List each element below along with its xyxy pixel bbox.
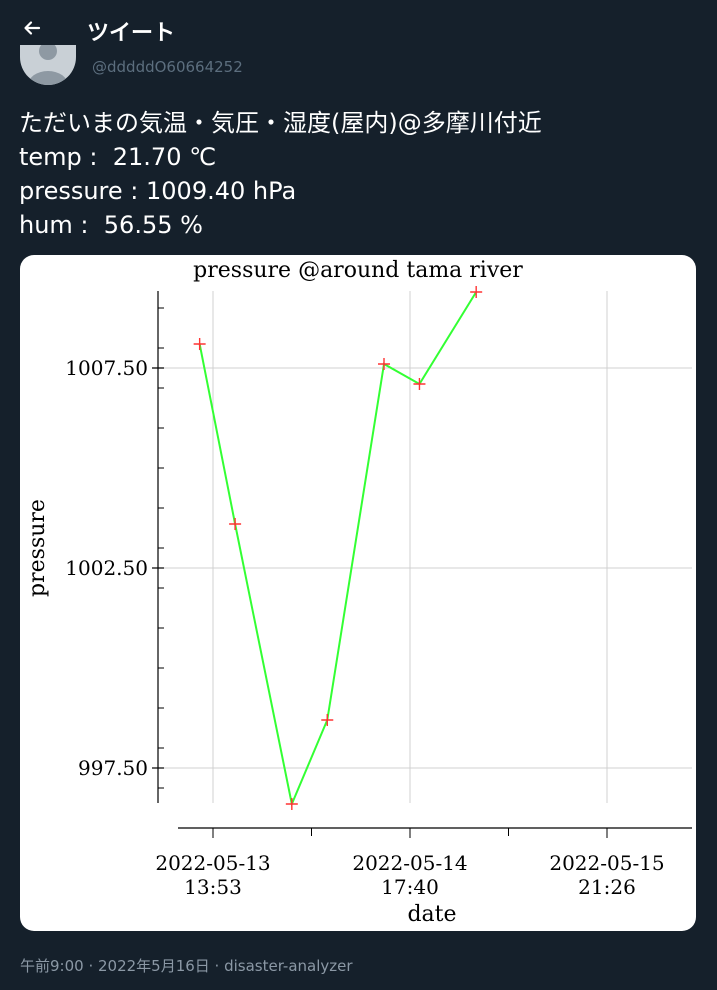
tweet-line: ただいまの気温・気圧・湿度(屋内)@多摩川付近 bbox=[19, 109, 542, 137]
tweet-line: hum : 56.55 % bbox=[19, 211, 203, 239]
tweet-line: pressure : 1009.40 hPa bbox=[19, 177, 297, 205]
avatar-image bbox=[20, 45, 76, 85]
back-button[interactable] bbox=[18, 14, 46, 42]
data-point bbox=[321, 714, 334, 726]
x-tick-label-date: 2022-05-13 bbox=[155, 851, 270, 875]
y-axis-label: pressure bbox=[25, 499, 50, 597]
tweet-line: temp : 21.70 ℃ bbox=[19, 143, 217, 171]
arrow-left-icon bbox=[24, 21, 41, 35]
avatar[interactable] bbox=[20, 45, 76, 85]
tweet-meta: 午前9:00 · 2022年5月16日 · disaster-analyzer bbox=[20, 957, 353, 975]
data-point bbox=[470, 286, 483, 298]
attached-chart-image[interactable]: pressure @around tama river date pressur… bbox=[20, 255, 696, 931]
x-tick-label-time: 17:40 bbox=[381, 875, 439, 899]
chart-title: pressure @around tama river bbox=[193, 258, 523, 283]
y-tick-label: 1007.50 bbox=[65, 356, 148, 380]
data-point bbox=[193, 338, 206, 350]
x-axis-label: date bbox=[407, 902, 456, 927]
data-point bbox=[378, 358, 391, 370]
data-point bbox=[285, 798, 298, 810]
top-bar: ツイート bbox=[0, 0, 717, 60]
tweet-body: ただいまの気温・気圧・湿度(屋内)@多摩川付近 temp : 21.70 ℃ p… bbox=[19, 106, 699, 242]
series-line bbox=[198, 291, 478, 808]
x-tick-label-time: 13:53 bbox=[184, 875, 242, 899]
x-tick-label-date: 2022-05-15 bbox=[549, 851, 664, 875]
x-tick-label-time: 21:26 bbox=[578, 875, 636, 899]
data-point bbox=[413, 378, 426, 390]
author-handle[interactable]: @dddddO60664252 bbox=[92, 58, 243, 76]
data-point bbox=[229, 518, 242, 530]
x-tick-label-date: 2022-05-14 bbox=[352, 851, 467, 875]
page-title: ツイート bbox=[87, 21, 176, 46]
y-tick-label: 997.50 bbox=[78, 756, 148, 780]
pressure-chart: pressure @around tama river date pressur… bbox=[25, 258, 692, 927]
y-tick-label: 1002.50 bbox=[65, 556, 148, 580]
